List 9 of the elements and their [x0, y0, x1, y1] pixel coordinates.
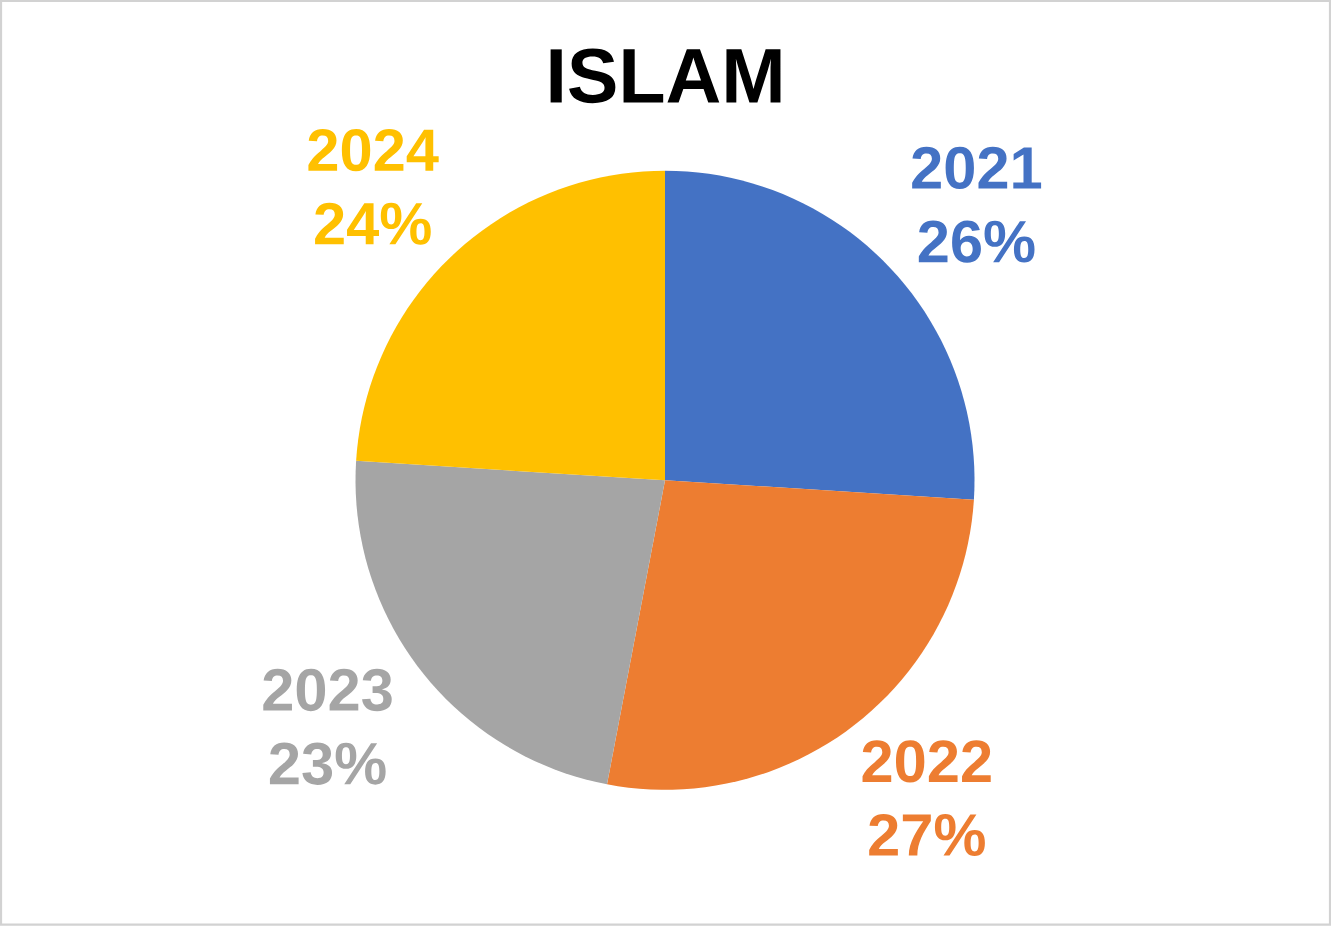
slice-label: 2022 — [862, 740, 991, 783]
data-label: 26% — [918, 220, 1035, 263]
slice-label: 2023 — [263, 669, 392, 712]
data-label: 24% — [315, 202, 431, 245]
slice-label: 2021 — [912, 147, 1042, 190]
slice-label: 2024 — [308, 129, 439, 172]
data-label: 23% — [269, 742, 386, 786]
chart-title: ISLAM — [550, 48, 781, 104]
data-label: 27% — [869, 814, 985, 857]
